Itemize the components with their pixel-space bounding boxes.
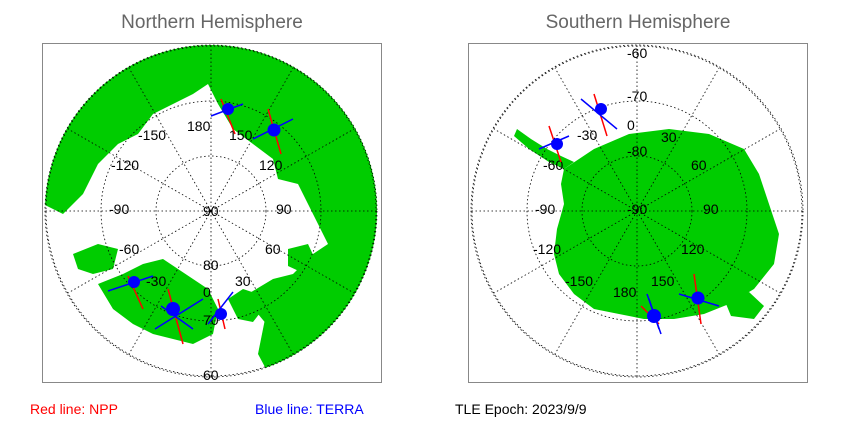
tle-epoch: TLE Epoch: 2023/9/9 (455, 401, 587, 417)
south-lon-90: 90 (703, 201, 719, 217)
south-overpass-3 (640, 293, 662, 335)
south-lon-120: 120 (681, 241, 705, 257)
south-overpass-4 (678, 273, 720, 325)
south-land-antarctic-peninsula (514, 129, 574, 169)
north-lon-150: 150 (229, 127, 253, 143)
south-overpass-1 (538, 125, 570, 163)
southern-map-svg: -30 0 30 60 -60 90 -90 120 -120 150 -150… (470, 44, 804, 378)
south-lon-30: 30 (661, 129, 677, 145)
north-overpass-3 (107, 275, 154, 310)
south-lon-150: 150 (651, 273, 675, 289)
south-overpass-2 (580, 93, 618, 137)
north-overpass-5 (207, 291, 234, 330)
north-lon-neg90: -90 (109, 201, 129, 217)
north-lon-60: 60 (265, 241, 281, 257)
south-lat-neg80: -80 (627, 143, 647, 159)
north-lon-neg30: -30 (146, 273, 166, 289)
south-lon-60: 60 (691, 157, 707, 173)
southern-hemisphere-map: -30 0 30 60 -60 90 -90 120 -120 150 -150… (468, 43, 808, 383)
northern-hemisphere-title: Northern Hemisphere (121, 12, 303, 33)
north-land-greenland (228, 289, 263, 322)
south-lon-0: 0 (627, 117, 635, 133)
north-overpass-2 (252, 108, 294, 155)
north-overpass-4 (154, 288, 204, 345)
north-overpass-1 (210, 98, 244, 135)
south-lon-neg60: -60 (543, 157, 563, 173)
south-lon-neg30: -30 (577, 127, 597, 143)
south-lon-180: 180 (613, 284, 637, 300)
legend-npp: Red line: NPP (30, 401, 118, 417)
north-lon-neg120: -120 (111, 157, 139, 173)
northern-map-svg: 180 150 -150 120 -120 90 -90 60 -60 30 -… (44, 44, 378, 382)
north-lon-30: 30 (235, 273, 251, 289)
legend-terra: Blue line: TERRA (255, 401, 364, 417)
northern-hemisphere-map: 180 150 -150 120 -120 90 -90 60 -60 30 -… (42, 43, 382, 383)
north-lon-120: 120 (259, 157, 283, 173)
north-land-scandinavia (258, 294, 315, 377)
southern-hemisphere-title: Southern Hemisphere (545, 12, 731, 33)
north-land-svalbard (288, 244, 315, 272)
south-lon-neg150: -150 (565, 273, 593, 289)
south-lat-neg90: -90 (627, 201, 647, 217)
north-land-north-america (98, 259, 218, 344)
north-lat-60: 60 (203, 367, 219, 382)
north-lon-90: 90 (276, 201, 292, 217)
south-lat-neg60: -60 (627, 45, 647, 61)
south-lat-neg70: -70 (627, 88, 647, 104)
north-lon-0: 0 (203, 284, 211, 300)
north-land-canada-islands (73, 244, 118, 274)
south-land-ice-shelf (724, 292, 764, 319)
north-land-eurasia (45, 45, 377, 377)
south-lon-neg120: -120 (533, 241, 561, 257)
north-lat-80: 80 (203, 257, 219, 273)
north-lon-180: 180 (187, 118, 211, 134)
north-lon-neg150: -150 (138, 127, 166, 143)
north-lon-neg60: -60 (119, 241, 139, 257)
south-lon-neg90: -90 (535, 201, 555, 217)
south-land-antarctica (554, 129, 779, 319)
north-lat-90: 90 (203, 203, 219, 219)
